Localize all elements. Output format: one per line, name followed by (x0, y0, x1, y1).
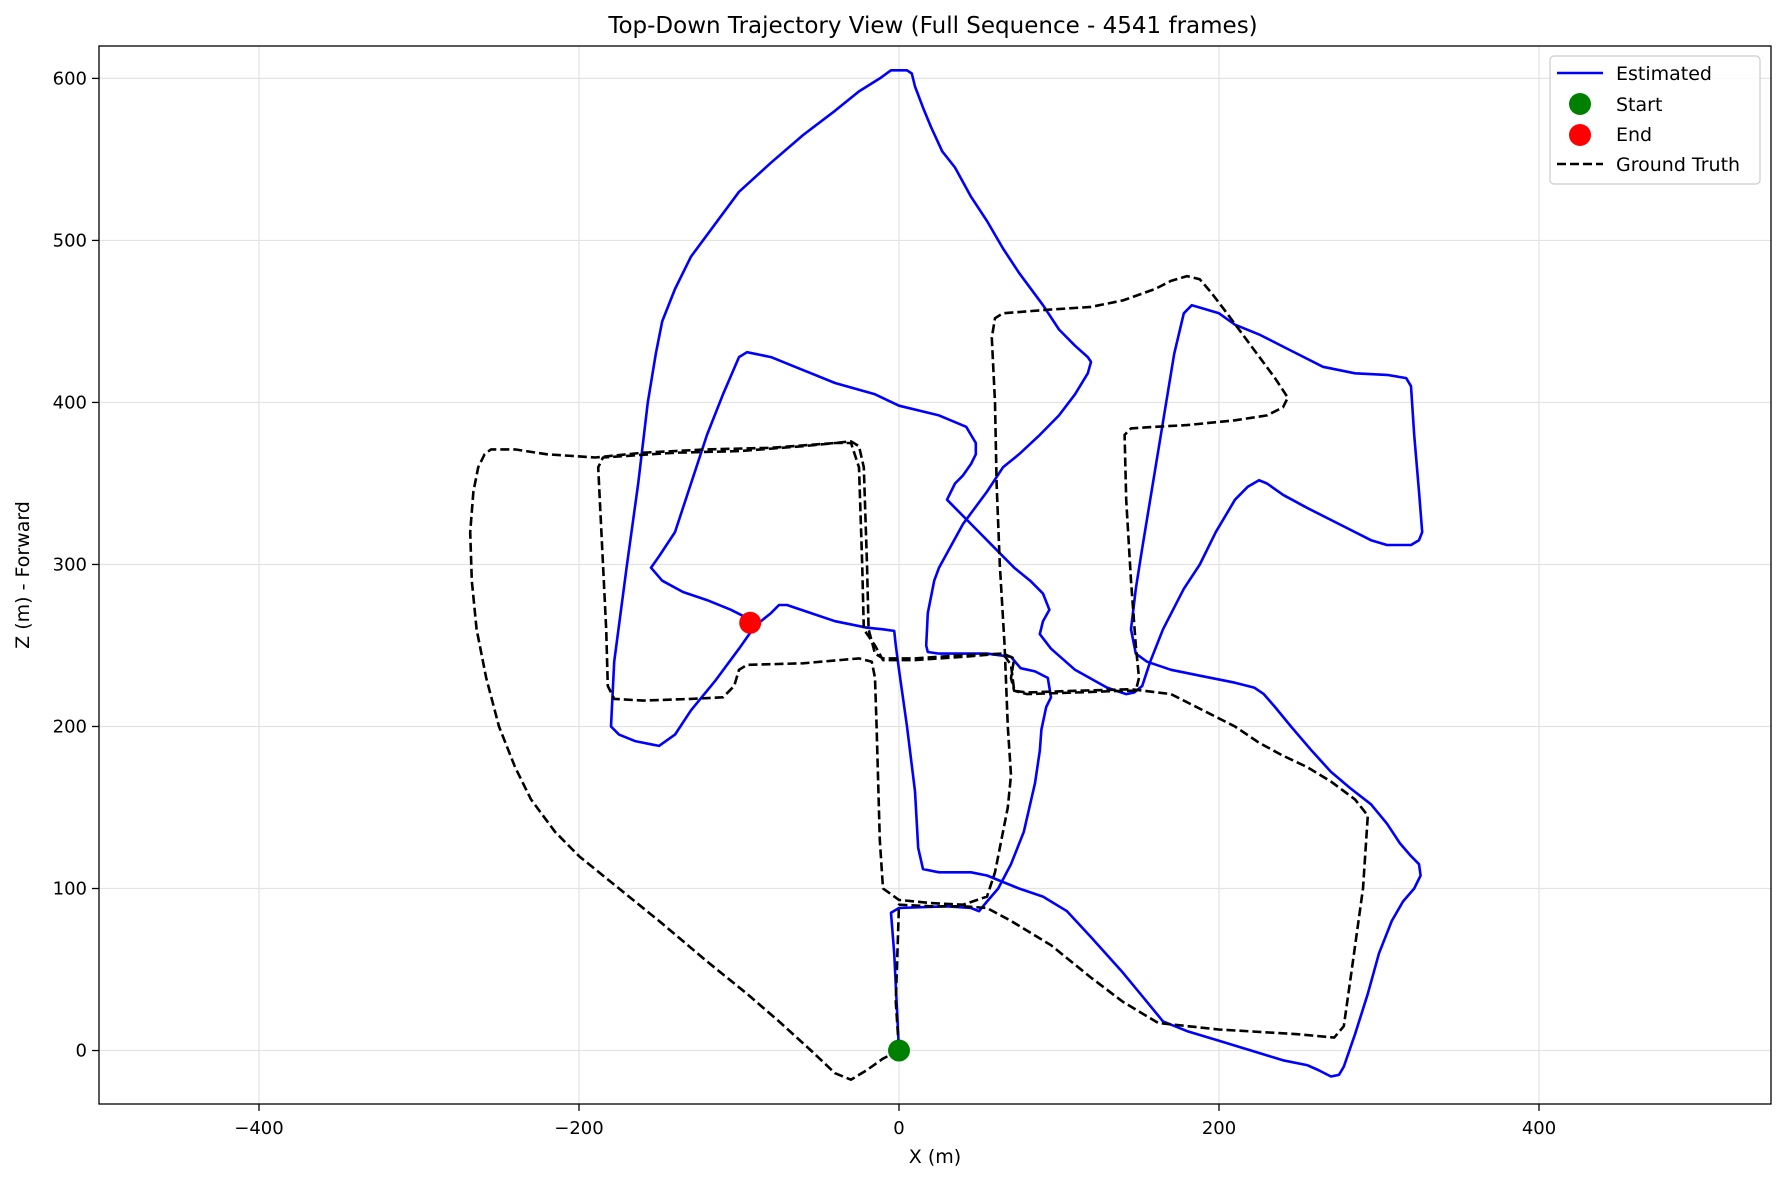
gridlines (99, 46, 1771, 1104)
series-lines (468, 69, 1424, 1081)
legend-ground-truth-label: Ground Truth (1616, 154, 1740, 176)
y-tick-label: 400 (53, 392, 87, 413)
x-tick-label: 400 (1522, 1118, 1556, 1139)
start-marker (888, 1039, 910, 1062)
x-axis-label: X (m) (909, 1146, 961, 1168)
y-tick-label: 200 (53, 716, 87, 737)
legend-start-swatch (1569, 93, 1591, 115)
x-tick-label: −200 (554, 1118, 603, 1139)
y-tick-label: 300 (53, 554, 87, 575)
legend-estimated-label: Estimated (1616, 63, 1712, 85)
plot-frame (98, 45, 1772, 1105)
y-axis-label: Z (m) - Forward (12, 501, 34, 649)
point-markers (739, 611, 910, 1062)
end-marker (739, 611, 762, 634)
y-tick-label: 600 (53, 68, 87, 89)
x-tick-label: −400 (234, 1118, 283, 1139)
legend-box (1549, 55, 1761, 185)
y-tick-label: 100 (53, 879, 87, 900)
legend-end-label: End (1616, 124, 1652, 146)
series-estimated-line (609, 69, 1424, 1078)
axis-ticks: −400 −200 0 200 400 0 100 200 300 400 500 600 (53, 68, 1557, 1139)
legend: Estimated Start End Ground Truth (1549, 55, 1761, 185)
legend-start-label: Start (1616, 94, 1662, 116)
chart-title: Top-Down Trajectory View (Full Sequence … (607, 13, 1257, 39)
series-ground-truth-line (468, 274, 1370, 1081)
x-tick-label: 0 (893, 1118, 904, 1139)
y-tick-label: 500 (53, 230, 87, 251)
x-tick-label: 200 (1202, 1118, 1236, 1139)
legend-end-swatch (1569, 124, 1591, 146)
y-tick-label: 0 (76, 1041, 87, 1062)
